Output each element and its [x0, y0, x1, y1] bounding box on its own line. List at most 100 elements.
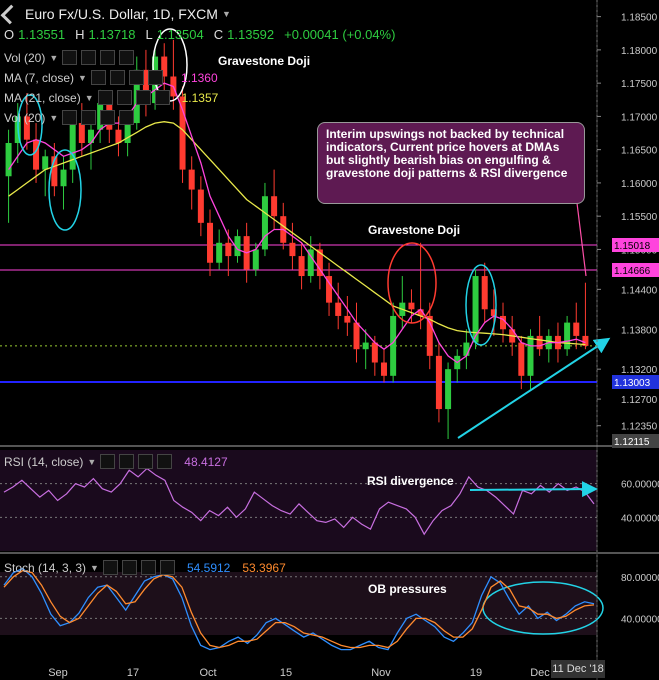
chevron-down-icon[interactable]: ▼	[49, 112, 59, 123]
candle-body	[582, 335, 589, 346]
gear-icon[interactable]	[116, 90, 132, 105]
more-icon[interactable]	[157, 454, 173, 469]
symbol-title-row[interactable]: Euro Fx/U.S. Dollar, 1D, FXCM ▼	[0, 4, 231, 24]
low-label: L	[145, 27, 153, 42]
engulfing-ellipse-3	[465, 264, 497, 346]
indicator-label[interactable]: MA (21, close)	[4, 90, 81, 105]
close-icon[interactable]	[128, 70, 144, 85]
candle-body	[161, 56, 168, 77]
y-tick-label: 1.13200	[621, 365, 658, 376]
y-tick-label: 1.15500	[621, 212, 658, 223]
chevron-down-icon[interactable]: ▼	[221, 9, 231, 19]
candle-body	[435, 355, 442, 410]
candle-body	[115, 129, 122, 144]
indicator-label[interactable]: Vol (20)	[4, 110, 46, 125]
analysis-note: Interim upswings not backed by technical…	[317, 122, 585, 204]
more-icon[interactable]	[154, 90, 170, 105]
y-tick-label: 1.17000	[621, 112, 658, 123]
candle-body	[234, 236, 241, 257]
candle-body	[408, 302, 415, 310]
x-tick-label: 17	[127, 667, 139, 679]
rsi-legend[interactable]: RSI (14, close) ▼ 48.4127	[4, 454, 228, 469]
candle-body	[42, 156, 49, 170]
candle-body	[380, 362, 387, 376]
indicator-label[interactable]: MA (7, close)	[4, 70, 75, 85]
engulfing-ellipse-2	[48, 149, 82, 231]
candle-body	[261, 196, 268, 250]
stoch-legend[interactable]: Stoch (14, 3, 3) ▼ 54.5912 53.3967	[4, 560, 286, 575]
eye-icon[interactable]	[62, 50, 78, 65]
chevron-down-icon[interactable]: ▼	[90, 562, 99, 573]
chevron-down-icon[interactable]: ▼	[49, 52, 59, 63]
candle-body	[417, 309, 424, 316]
price-level-badge	[612, 238, 659, 252]
candle-body	[316, 249, 323, 277]
close-value: 1.13592	[227, 27, 275, 42]
change-value: +0.00041 (+0.04%)	[284, 27, 396, 42]
symbol-title[interactable]: Euro Fx/U.S. Dollar, 1D, FXCM	[25, 6, 218, 22]
ma7-line	[8, 82, 586, 364]
indicator-vol-2[interactable]: Vol (20) ▼	[4, 110, 135, 125]
candle-body	[500, 315, 507, 330]
indicator-ma21[interactable]: MA (21, close) ▼ 1.1357	[4, 90, 218, 105]
chevron-down-icon[interactable]: ▼	[87, 456, 97, 467]
chevron-down-icon[interactable]: ▼	[78, 72, 87, 83]
gear-icon[interactable]	[109, 70, 125, 85]
ma7-value: 1.1360	[180, 70, 218, 85]
close-icon[interactable]	[138, 454, 154, 469]
candle-body	[207, 222, 214, 263]
candle-body	[271, 196, 278, 217]
close-icon[interactable]	[135, 90, 151, 105]
stoch-d-value: 53.3967	[242, 560, 286, 575]
x-tick-label: 15	[280, 667, 292, 679]
eye-icon[interactable]	[97, 90, 113, 105]
ohlc-row: O 1.13551 H 1.13718 L 1.13504 C 1.13592 +0.0…	[4, 27, 395, 42]
price-level-label: 1.13003	[614, 378, 651, 389]
rsi-divergence-arrow	[469, 481, 598, 498]
close-icon[interactable]	[140, 560, 156, 575]
gear-icon[interactable]	[119, 454, 135, 469]
close-icon[interactable]	[100, 50, 116, 65]
more-icon[interactable]	[119, 50, 135, 65]
open-label: O	[4, 27, 15, 42]
collapse-icon[interactable]	[0, 4, 21, 24]
gear-icon[interactable]	[121, 560, 137, 575]
indicator-label[interactable]: Vol (20)	[4, 50, 46, 65]
price-level-label: 1.15018	[614, 241, 651, 252]
y-tick-label: 1.12350	[621, 422, 658, 433]
chevron-down-icon[interactable]: ▼	[84, 92, 94, 103]
y-tick-label: 1.18000	[621, 46, 658, 57]
candle-body	[225, 242, 232, 257]
stoch-tick-label: 80.00000	[621, 573, 659, 584]
indicator-vol-1[interactable]: Vol (20) ▼	[4, 50, 135, 65]
rsi-tick-label: 40.00000	[621, 513, 659, 524]
more-icon[interactable]	[119, 110, 135, 125]
eye-icon[interactable]	[100, 454, 116, 469]
candle-body	[69, 123, 76, 170]
x-tick-label: 19	[470, 667, 482, 679]
close-label: C	[213, 27, 224, 42]
indicator-ma7[interactable]: MA (7, close) ▼ 1.1360	[4, 70, 218, 85]
candle-body	[33, 139, 40, 170]
y-tick-label: 1.12700	[621, 395, 658, 406]
eye-icon[interactable]	[62, 110, 78, 125]
gear-icon[interactable]	[81, 110, 97, 125]
more-icon[interactable]	[147, 70, 163, 85]
candle-body	[5, 143, 12, 177]
candle-body	[527, 335, 534, 376]
stoch-label[interactable]: Stoch (14, 3, 3)	[4, 560, 87, 575]
rsi-tick-label: 60.00000	[621, 480, 659, 491]
rsi-label[interactable]: RSI (14, close)	[4, 454, 84, 469]
ma21-value: 1.1357	[181, 90, 219, 105]
more-icon[interactable]	[159, 560, 175, 575]
candle-body	[463, 342, 470, 356]
close-icon[interactable]	[100, 110, 116, 125]
eye-icon[interactable]	[102, 560, 118, 575]
low-value: 1.13504	[156, 27, 204, 42]
candle-body	[472, 276, 479, 343]
eye-icon[interactable]	[90, 70, 106, 85]
price-level-badge	[612, 434, 659, 448]
price-level-badge	[612, 263, 659, 277]
gear-icon[interactable]	[81, 50, 97, 65]
x-tick-label: Oct	[199, 667, 216, 679]
